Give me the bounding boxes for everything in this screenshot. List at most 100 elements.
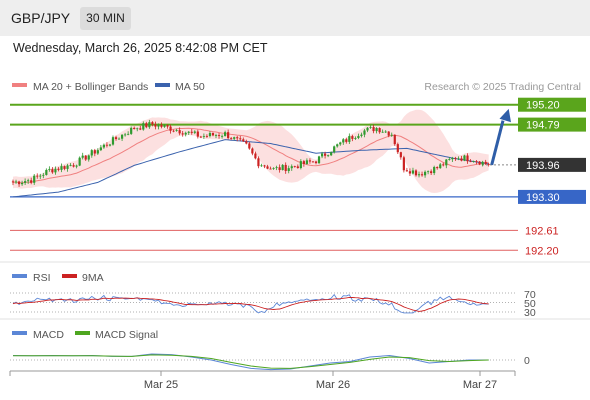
candle — [48, 166, 51, 172]
timeframe-button[interactable]: 30 MIN — [80, 7, 131, 30]
support-tag — [518, 189, 586, 204]
candle — [224, 130, 227, 137]
candle — [151, 121, 154, 127]
candle — [163, 124, 166, 128]
candle — [351, 134, 354, 142]
x-axis: Mar 25 Mar 26 Mar 27 — [9, 371, 516, 391]
candle — [266, 164, 269, 170]
rsi-ma-legend-swatch — [62, 274, 77, 278]
candle — [411, 167, 415, 175]
forecast-arrow — [490, 108, 511, 166]
x-tick-label: Mar 26 — [316, 379, 350, 391]
candle — [169, 124, 172, 134]
candle — [327, 154, 330, 158]
candle — [342, 138, 345, 145]
weak-level-label: 192.61 — [525, 225, 559, 237]
candle — [81, 152, 84, 160]
candle — [202, 133, 205, 139]
candle — [145, 121, 148, 129]
candle — [87, 154, 90, 162]
candle — [299, 159, 302, 170]
candle — [430, 169, 433, 175]
candle — [405, 167, 408, 172]
candle — [127, 131, 130, 136]
forecast-arrow-head — [499, 108, 511, 123]
price-level-labels: 195.20 194.79 193.96 193.30 192.61 192.20 — [518, 97, 586, 257]
macd-legend-swatch — [12, 331, 27, 335]
candle — [181, 130, 184, 137]
current-price-tag — [518, 157, 586, 172]
candle — [311, 160, 315, 163]
candle — [24, 178, 27, 186]
ma50-legend-label: MA 50 — [175, 81, 205, 93]
candle — [469, 159, 472, 163]
bollinger-band-area — [13, 109, 489, 193]
candle — [84, 155, 87, 161]
candle — [390, 132, 393, 137]
candle — [251, 147, 254, 156]
candle — [427, 170, 430, 175]
macd-indicator — [10, 353, 515, 371]
candle — [33, 174, 36, 185]
candle — [239, 135, 242, 142]
candle — [178, 127, 181, 136]
candle — [175, 128, 178, 132]
x-tick-label: Mar 25 — [144, 379, 178, 391]
resistance-tag — [518, 97, 586, 112]
candle — [436, 166, 439, 170]
x-tick-label: Mar 27 — [463, 379, 497, 391]
candle — [475, 159, 478, 165]
candle — [27, 178, 30, 184]
candle — [433, 165, 436, 176]
candle — [248, 141, 251, 150]
rsi-level-70: 70 — [524, 289, 536, 301]
candle — [454, 156, 457, 161]
candle — [305, 158, 309, 165]
support-label: 193.30 — [526, 192, 560, 204]
weak-level-label: 192.20 — [525, 245, 559, 257]
candle — [117, 137, 121, 140]
candle — [363, 128, 366, 138]
candle — [378, 127, 381, 134]
candle — [205, 134, 209, 138]
candle — [78, 156, 81, 167]
candle — [369, 125, 372, 129]
candle — [184, 131, 187, 137]
candle — [336, 143, 339, 148]
candle — [293, 165, 296, 168]
candle — [463, 154, 466, 162]
rsi-level-30: 30 — [524, 307, 536, 319]
candle — [302, 159, 305, 167]
rsi-indicator — [10, 292, 515, 314]
macd-line — [12, 353, 489, 371]
candle — [166, 124, 169, 129]
candle — [102, 143, 105, 149]
candle — [66, 163, 69, 172]
candle — [354, 136, 357, 140]
candle — [93, 148, 96, 157]
candle — [20, 180, 24, 186]
candle — [393, 134, 396, 146]
candle — [481, 160, 484, 167]
candle — [57, 167, 60, 172]
candle — [345, 137, 348, 144]
candle — [148, 119, 151, 129]
candle — [17, 180, 21, 187]
rsi-line — [12, 293, 489, 314]
credit-label: Research © 2025 Trading Central — [424, 81, 581, 93]
candle — [199, 135, 202, 139]
candle — [36, 173, 39, 179]
candle — [375, 127, 378, 134]
candle — [142, 121, 145, 131]
candle — [45, 168, 48, 176]
candle — [154, 121, 157, 130]
bollinger-bands — [13, 109, 489, 193]
candle — [160, 122, 163, 129]
candle — [39, 173, 42, 179]
candle — [330, 151, 333, 157]
candle — [90, 149, 93, 158]
candle — [260, 163, 263, 167]
candle — [323, 151, 327, 159]
candle — [63, 165, 66, 171]
